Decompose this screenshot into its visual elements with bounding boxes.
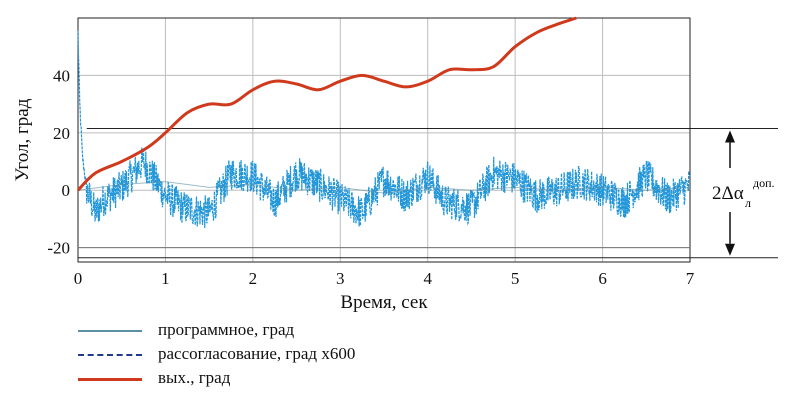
y-axis-label: Угол, град xyxy=(12,98,33,181)
y-tick-label: -20 xyxy=(47,239,70,258)
y-tick-label: 40 xyxy=(53,66,70,85)
x-tick-label: 1 xyxy=(161,269,170,288)
plot-frame-group xyxy=(77,17,691,263)
legend-swatch-mismatch xyxy=(78,354,142,356)
grid-lines xyxy=(77,18,691,262)
x-tick-label: 5 xyxy=(511,269,520,288)
x-tick-label: 2 xyxy=(249,269,258,288)
legend-swatch-output xyxy=(78,378,142,381)
tolerance-lines xyxy=(78,128,778,259)
series-mismatch-line xyxy=(77,30,691,229)
y-tick-label: 0 xyxy=(62,181,71,200)
series-output-line xyxy=(76,16,577,192)
x-axis-label: Время, сек xyxy=(340,292,428,313)
annotation-arrow-down-head xyxy=(725,243,735,256)
y-tick-label: 20 xyxy=(53,124,70,143)
legend-swatch-program xyxy=(78,330,142,332)
plot-frame xyxy=(77,17,691,263)
annotation-subscript: л xyxy=(745,196,751,210)
legend-label-program: программное, град xyxy=(158,320,295,339)
legend-label-mismatch: рассогласование, град x600 xyxy=(158,344,356,363)
x-tick-label: 7 xyxy=(686,269,695,288)
annotation-text: 2Δα xyxy=(712,183,744,204)
x-tick-label: 6 xyxy=(598,269,607,288)
series-program-line xyxy=(77,181,691,194)
x-tick-label: 3 xyxy=(336,269,345,288)
legend-label-output: вых., град xyxy=(158,368,231,387)
x-tick-label: 0 xyxy=(74,269,83,288)
annotation-arrow-up-head xyxy=(725,130,735,143)
x-tick-label: 4 xyxy=(423,269,432,288)
annotation-superscript: доп. xyxy=(753,176,775,190)
series-group xyxy=(76,16,691,229)
